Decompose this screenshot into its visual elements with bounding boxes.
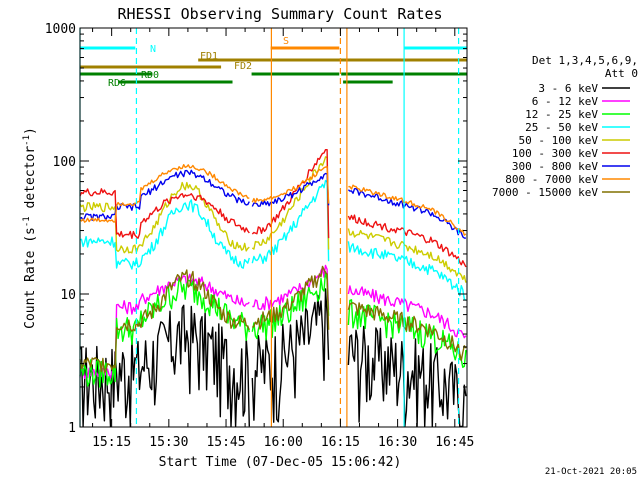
series-line-3 (79, 179, 467, 301)
y-tick-label-1: 10 (60, 288, 76, 303)
series-line-4 (79, 156, 467, 283)
attenuator-flags: N S FD1 FD2 RD0 RD6 (80, 36, 467, 89)
x-tick-label-3: 16:00 (264, 435, 303, 450)
series-line-0 (79, 288, 467, 428)
legend-label-8: 7000 - 15000 keV (492, 186, 598, 199)
x-tick-label-2: 15:45 (206, 435, 245, 450)
x-tick-label-6: 16:45 (435, 435, 474, 450)
chart-title: RHESSI Observing Summary Count Rates (117, 5, 442, 23)
x-tick-label-1: 15:30 (149, 435, 188, 450)
y-label-exp: -1 (22, 216, 32, 227)
flag-label-fd2: FD2 (234, 61, 252, 72)
series-line-7 (79, 164, 467, 236)
flag-label-rd0: RD0 (141, 70, 159, 81)
y-label-close: ) (23, 127, 38, 135)
flag-label-rd6: RD6 (108, 78, 126, 89)
y-label-main: Count Rate (s (23, 227, 38, 329)
flag-label-fd1: FD1 (200, 51, 218, 62)
legend-label-7: 800 - 7000 keV (505, 173, 598, 186)
series-line-6 (79, 169, 466, 239)
y-axis-label: Count Rate (s-1 detector-1) (22, 127, 38, 329)
legend-label-5: 100 - 300 keV (512, 147, 598, 160)
legend-label-6: 300 - 800 keV (512, 160, 598, 173)
x-tick-label-4: 16:15 (321, 435, 360, 450)
legend-header-1: Att 0 (605, 67, 638, 80)
y-tick-label-3: 1000 (45, 22, 76, 37)
series-line-1 (79, 264, 467, 380)
legend-header-0: Det 1,3,4,5,6,9, (532, 54, 638, 67)
axes: 15:15 15:30 15:45 16:00 16:15 16:30 16:45 1 10 10… (45, 22, 475, 450)
y-label-exp2: -1 (22, 135, 32, 146)
legend-label-0: 3 - 6 keV (538, 82, 598, 95)
legend-label-1: 6 - 12 keV (532, 95, 599, 108)
flag-label-s: S (283, 36, 289, 47)
legend-label-4: 50 - 100 keV (519, 134, 599, 147)
y-label-tail: detector (23, 146, 38, 217)
series-line-5 (79, 149, 467, 268)
timestamp: 21-Oct-2021 20:05 (545, 467, 637, 477)
legend-label-3: 25 - 50 keV (525, 121, 598, 134)
flag-label-n: N (150, 44, 156, 55)
series-lines (79, 149, 467, 428)
y-tick-label-2: 100 (53, 155, 76, 170)
x-tick-label-0: 15:15 (92, 435, 131, 450)
legend-label-2: 12 - 25 keV (525, 108, 598, 121)
plot-frame (79, 27, 468, 428)
series-line-2 (79, 271, 467, 388)
x-tick-label-5: 16:30 (378, 435, 417, 450)
x-axis-label: Start Time (07-Dec-05 15:06:42) (159, 455, 402, 470)
series-line-8 (79, 265, 467, 374)
y-tick-label-0: 1 (68, 421, 76, 436)
